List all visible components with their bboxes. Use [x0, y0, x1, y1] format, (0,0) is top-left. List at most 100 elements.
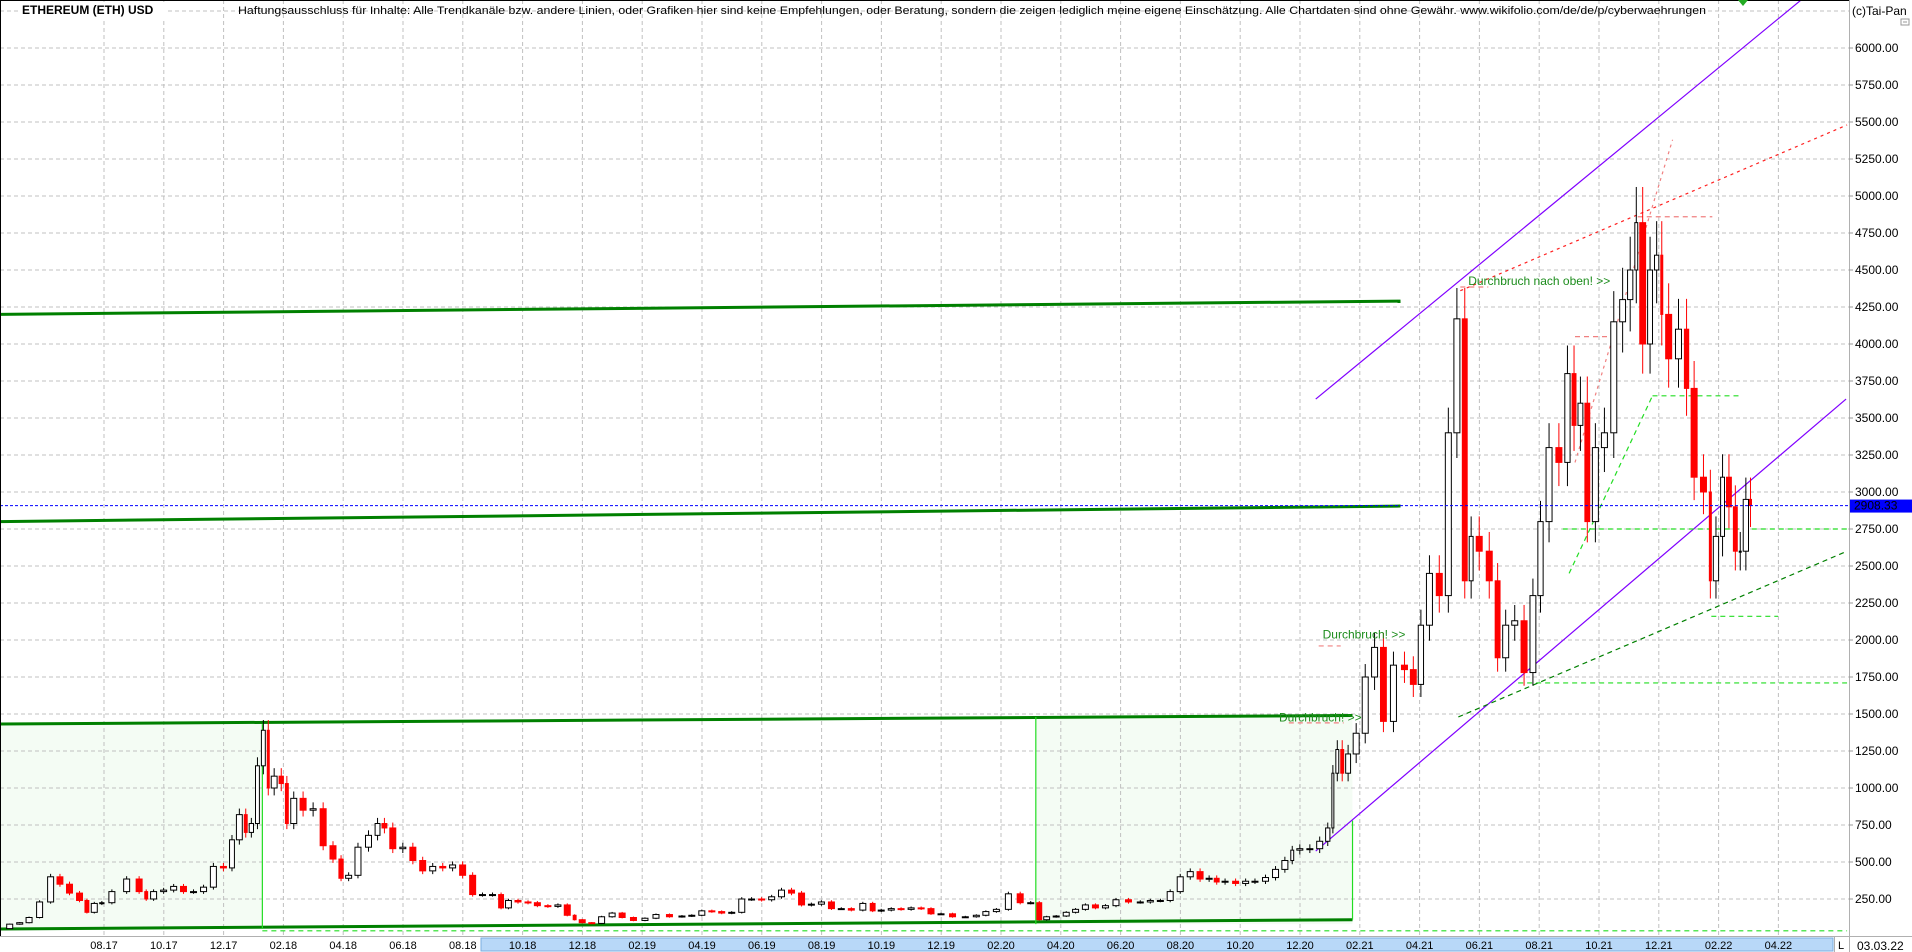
candle-up — [345, 874, 353, 879]
candle-up — [1345, 753, 1352, 774]
last-price-badge — [1850, 499, 1912, 513]
candle-down — [1708, 491, 1712, 582]
candle-up — [255, 765, 260, 825]
candle-up — [554, 904, 562, 907]
candle-down — [56, 876, 64, 885]
candle-up — [1627, 269, 1634, 301]
candle-up — [270, 775, 278, 789]
title-background — [18, 2, 168, 18]
y-tick-label: 4500.00 — [1855, 263, 1899, 277]
candle-down — [827, 901, 835, 910]
candle-down — [419, 860, 427, 872]
candle-up — [478, 894, 486, 897]
candle-down — [1699, 476, 1707, 493]
last-price-label: 2908.33 — [1854, 499, 1898, 513]
candle-down — [1400, 664, 1408, 671]
candle-down — [299, 797, 307, 811]
x-tick-label: 02.20 — [987, 940, 1015, 952]
candle-up — [1156, 899, 1164, 902]
y-tick-label: 1500.00 — [1855, 707, 1899, 721]
candle-up — [108, 891, 116, 904]
candle-up — [1564, 373, 1571, 463]
candle-down — [1732, 506, 1738, 552]
candle-up — [972, 914, 980, 918]
candle-down — [439, 865, 447, 869]
candle-up — [47, 876, 55, 903]
x-tick-label: 04.20 — [1047, 940, 1075, 952]
candle-up — [1027, 902, 1035, 905]
candle-up — [1577, 402, 1584, 426]
candle-down — [1520, 620, 1528, 674]
candle-up — [1417, 624, 1425, 685]
x-tick-label: 06.20 — [1107, 940, 1135, 952]
candle-up — [1272, 868, 1280, 879]
candle-down — [243, 814, 248, 833]
candle-up — [1052, 915, 1060, 918]
candle-up — [1205, 877, 1213, 880]
trend-line — [1460, 124, 1848, 292]
x-tick-label: 04.18 — [329, 940, 357, 952]
candle-down — [498, 894, 505, 909]
candle-up — [1101, 905, 1109, 909]
annotation-label: Durchbruch! >> — [1323, 628, 1406, 642]
y-tick-label: 3250.00 — [1855, 448, 1899, 462]
candle-up — [1591, 447, 1599, 523]
candle-up — [160, 889, 168, 893]
candle-down — [1584, 402, 1591, 523]
candle-down — [588, 922, 596, 925]
chart-title: ETHEREUM (ETH) USD — [22, 3, 154, 17]
candle-down — [469, 874, 477, 896]
candle-down — [927, 908, 935, 915]
current-date: 03.03.22 — [1857, 939, 1904, 952]
candle-down — [84, 899, 90, 913]
candle-down — [409, 846, 417, 862]
candle-up — [309, 808, 317, 811]
candle-up — [1738, 550, 1742, 553]
candle-down — [278, 775, 284, 785]
candle-down — [179, 885, 187, 893]
candle-up — [1712, 535, 1720, 582]
candle-down — [1091, 904, 1099, 909]
x-tick-label: 12.21 — [1645, 940, 1673, 952]
channel-line — [0, 504, 1401, 524]
candle-down — [1124, 899, 1132, 903]
candle-up — [937, 913, 945, 916]
y-tick-label: 500.00 — [1855, 855, 1892, 869]
candle-down — [381, 823, 388, 829]
scale-mode-button[interactable]: L — [1838, 940, 1844, 952]
candle-up — [489, 894, 497, 897]
candle-up — [354, 846, 362, 876]
candle-down — [135, 878, 143, 893]
candle-up — [1081, 904, 1089, 910]
x-tick-label: 02.18 — [270, 940, 298, 952]
candle-up — [1674, 328, 1682, 360]
candle-down — [1660, 254, 1664, 315]
plot-background — [0, 0, 1849, 936]
candle-up — [449, 864, 457, 869]
candle-up — [1331, 772, 1335, 829]
candle-down — [758, 898, 766, 901]
candle-up — [505, 899, 512, 909]
candle-up — [1502, 624, 1510, 659]
candle-down — [1340, 749, 1345, 774]
candle-up — [1146, 899, 1154, 903]
candle-down — [1461, 318, 1468, 582]
x-tick-label: 08.21 — [1525, 940, 1553, 952]
candle-down — [572, 914, 577, 921]
candle-up — [374, 823, 381, 836]
candle-down — [563, 904, 571, 916]
candle-down — [629, 917, 637, 921]
x-tick-label: 08.17 — [90, 940, 118, 952]
candle-up — [1529, 595, 1537, 674]
candle-down — [1639, 222, 1647, 345]
candle-up — [1290, 849, 1295, 862]
candle-up — [1352, 732, 1360, 755]
time-scroll-bar[interactable] — [480, 937, 1834, 952]
x-tick-label: 02.19 — [628, 940, 656, 952]
candle-down — [76, 892, 84, 901]
candle-down — [788, 889, 796, 894]
candle-down — [847, 908, 855, 911]
candle-up — [399, 846, 407, 850]
y-tick-label: 3500.00 — [1855, 411, 1899, 425]
